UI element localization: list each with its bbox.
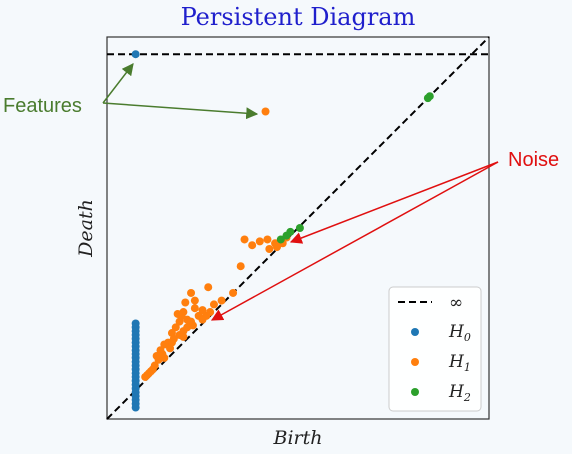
series-h0 [131,50,140,412]
legend-h2-label: H2 [448,382,471,404]
point-h1 [265,245,274,254]
noise-annotation: Noise [210,149,559,321]
point-h1 [179,332,188,341]
features-annotation: Features [3,63,259,120]
point-h1 [248,241,257,250]
y-axis-label: Death [75,199,97,258]
point-h2 [423,94,432,103]
point-h1 [209,300,218,309]
legend-h2-marker [411,388,419,396]
point-h1 [198,306,207,315]
features-arrow-top [102,63,134,104]
point-h1 [236,262,245,271]
point-h1 [177,311,186,320]
point-h1 [229,288,238,297]
noise-arrow-lower [210,161,499,321]
legend-h0-marker [411,328,419,336]
chart-title: Persistent Diagram [181,3,416,31]
point-h1 [167,338,176,347]
point-h2 [276,235,285,244]
point-h1 [240,235,249,244]
point-h1 [187,288,196,297]
legend-h1-marker [411,358,419,366]
point-h0 [131,50,140,59]
noise-label: Noise [508,149,559,171]
point-h1 [190,296,199,305]
point-h1 [217,296,226,305]
legend: ∞ H0 H1 H2 [388,286,482,412]
point-h2 [282,231,291,240]
point-h1 [263,235,272,244]
point-h1 [152,351,161,360]
series-h2 [276,92,434,244]
point-h1 [204,283,213,292]
legend-box [388,286,482,412]
features-label: Features [3,95,82,117]
point-h2 [295,224,304,232]
point-h1 [272,243,281,252]
point-h1 [141,372,150,381]
legend-infinity-label: ∞ [449,293,463,313]
point-h1 [261,107,270,116]
plot-area [106,36,490,420]
point-h1 [171,323,180,332]
point-h1 [181,298,190,307]
point-h0 [131,403,140,412]
legend-h1-label: H1 [448,352,471,374]
point-h1 [190,304,199,313]
series-h1 [141,107,291,381]
point-h1 [188,321,197,330]
point-h1 [206,308,215,317]
noise-arrow-upper [289,161,499,244]
x-axis-label: Birth [273,427,323,449]
features-arrow-right [102,102,259,120]
legend-h0-label: H0 [448,322,471,344]
point-h1 [255,237,264,246]
